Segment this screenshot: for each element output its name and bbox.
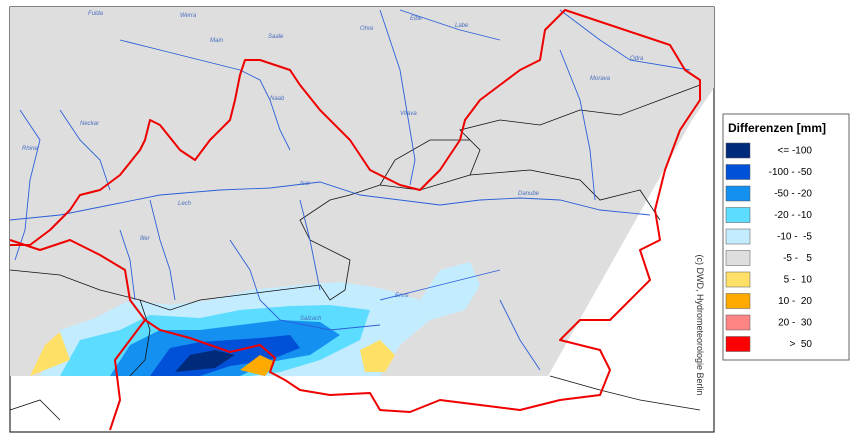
legend-label: 20 - 30	[778, 318, 812, 329]
legend-title: Differenzen [mm]	[728, 121, 826, 135]
basin-boundary	[9, 9, 701, 431]
legend-swatch	[725, 293, 751, 309]
river-label: Elbe	[410, 16, 423, 22]
river-label: Isar	[300, 181, 311, 187]
river-label: Saale	[268, 34, 284, 40]
river-label: Odra	[630, 56, 644, 62]
legend-label: 10 - 20	[778, 296, 812, 307]
river-label: Morava	[590, 76, 611, 82]
data-area	[10, 7, 714, 376]
rivers	[9, 9, 691, 371]
legend-label: -20 - -10	[774, 210, 812, 221]
river-labels: Fulda Werra Main Saale Ohre Elbe Labe Odra Morav…	[22, 11, 644, 322]
legend-swatch	[725, 336, 751, 352]
river-label: Werra	[180, 13, 197, 19]
legend-items: <= -100 -100 - -50 -50 - -20 -20 - -10 -10 -…	[725, 142, 813, 352]
legend-swatch	[725, 207, 751, 223]
river-label: Neckar	[80, 121, 100, 127]
legend-label: -50 - -20	[774, 189, 812, 200]
river-label: Salzach	[300, 316, 322, 322]
legend-swatch	[725, 250, 751, 266]
legend-label: -5 - 5	[783, 253, 812, 264]
river-label: Rhine	[22, 146, 38, 152]
legend-swatch	[725, 142, 751, 159]
legend-label: -100 - -50	[769, 167, 813, 178]
legend-label: > 50	[789, 339, 812, 350]
credit: (c) DWD, Hydrometeorologie Berlin	[695, 254, 705, 395]
legend-swatch	[725, 271, 751, 288]
river-label: Naab	[270, 96, 285, 102]
legend-swatch	[725, 164, 751, 180]
river-label: Vltava	[400, 111, 417, 117]
legend-label: 5 - 10	[784, 275, 813, 286]
legend: Differenzen [mm] <= -100 -100 - -50 -50 - …	[722, 113, 850, 361]
river-label: Iller	[140, 236, 151, 242]
legend-swatch	[725, 185, 751, 202]
legend-swatch	[725, 314, 751, 331]
river-label: Enns	[395, 293, 409, 299]
river-label: Danube	[518, 191, 540, 197]
river-label: Main	[210, 38, 224, 44]
river-label: Fulda	[88, 11, 104, 17]
river-label: Ohre	[360, 26, 374, 32]
legend-label: <= -100	[778, 146, 813, 157]
legend-label: -10 - -5	[777, 232, 812, 243]
river-label: Lech	[178, 201, 192, 207]
river-label: Labe	[455, 23, 469, 29]
national-borders	[9, 84, 701, 421]
legend-swatch	[725, 228, 751, 245]
